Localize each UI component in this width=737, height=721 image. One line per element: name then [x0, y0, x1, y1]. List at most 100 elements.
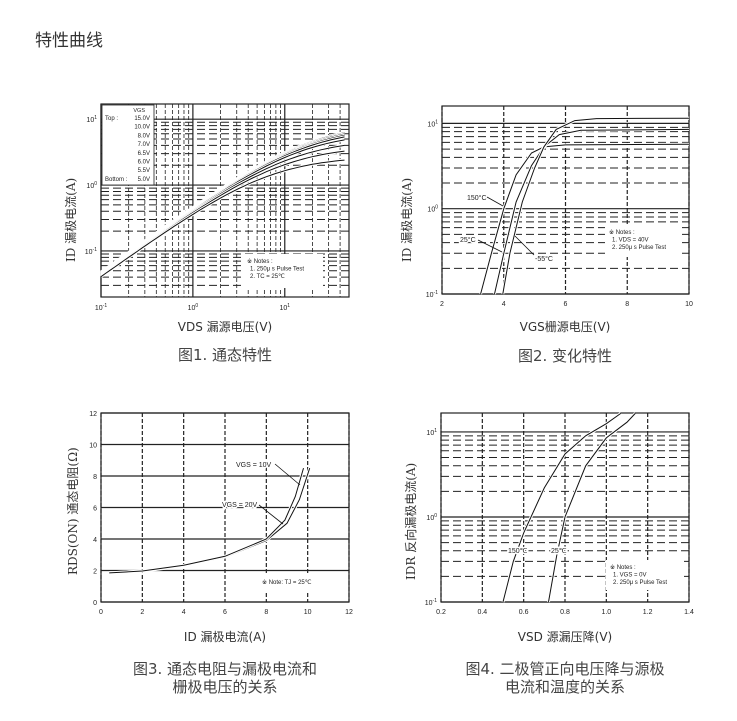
legend-entry: 5.5V: [138, 168, 150, 174]
chart3: [100, 412, 350, 603]
plot-frame: [440, 412, 690, 603]
y-tick-label: 0: [93, 600, 97, 607]
legend-entry: 6.0V: [138, 160, 150, 166]
chart3-xlabel: ID 漏极电流(A): [183, 630, 267, 644]
series-label-vgs20: VGS = 20V: [222, 502, 258, 509]
note-line: ※ Notes :: [247, 258, 273, 265]
note-line: 2. 250μ s Pulse Test: [612, 245, 666, 251]
notes-box: [243, 254, 323, 288]
legend-entry: 7.0V: [138, 142, 150, 148]
note-line: 1. VDS = 40V: [612, 238, 649, 244]
y-tick-label: 12: [89, 411, 97, 418]
x-tick-label: 100: [188, 303, 199, 312]
series-halo: [493, 127, 690, 295]
y-tick-label: 101: [426, 428, 437, 437]
x-tick-label: 10: [685, 301, 693, 308]
note-line: ※ Notes :: [610, 564, 636, 571]
series-label-150c: 150℃: [508, 548, 528, 555]
y-tick-label: 100: [426, 513, 437, 522]
plot-frame: [100, 412, 350, 603]
y-tick-label: 100: [86, 181, 97, 190]
legend-box: [101, 104, 155, 186]
series-line-5.0V: [100, 159, 345, 278]
chart2-ylabel: ID 漏极电流(A): [400, 177, 414, 262]
plot-frame: [441, 105, 690, 295]
series-line-150°C: [480, 143, 690, 295]
x-tick-label: 4: [502, 301, 506, 308]
x-tick-label: 0: [99, 609, 103, 616]
series-label-vgs10: VGS = 10V: [236, 462, 272, 469]
legend-entry: 5.0V: [138, 177, 150, 183]
chart2-xlabel: VGS栅源电压(V): [519, 320, 611, 334]
chart4-caption-line2: 电流和温度的关系: [504, 678, 626, 696]
annotation-arrow: [486, 196, 504, 207]
series-label-25c: 25°C: [460, 236, 476, 244]
y-tick-label: 101: [427, 119, 438, 128]
legend-entry: 15.0V: [134, 116, 150, 122]
series-line--55°C: [502, 117, 690, 295]
series-group: [109, 467, 312, 575]
annotation-arrow: [274, 463, 301, 486]
y-tick-label: 10-1: [425, 598, 437, 607]
plot-frame: [100, 103, 350, 298]
x-tick-label: 12: [345, 609, 353, 616]
chart2-caption: 图2. 变化特性: [517, 347, 613, 365]
x-tick-label: 1.4: [684, 609, 694, 616]
series-group: [479, 116, 690, 295]
y-tick-label: 8: [93, 474, 97, 481]
annotation-arrow: [258, 504, 284, 525]
notes-box: [606, 560, 684, 590]
notes-box: [605, 225, 680, 257]
y-tick-label: 10-1: [426, 290, 438, 299]
chart4: [440, 412, 690, 603]
legend-entry: 6.5V: [138, 151, 150, 157]
note-line: 1. 250μ s Pulse Test: [250, 267, 304, 273]
chart3-caption-line2: 栅极电压的关系: [172, 678, 278, 696]
chart1-ylabel: ID 漏极电流(A): [64, 177, 78, 262]
x-tick-label: 0.4: [477, 609, 487, 616]
series-label-150c: 150°C: [467, 194, 487, 202]
legend-entry: 10.0V: [134, 125, 150, 131]
x-tick-label: 101: [279, 303, 290, 312]
series-line-150℃: [502, 412, 622, 603]
chart4-caption-line1: 图4. 二极管正向电压降与源极: [465, 660, 665, 678]
annotation-arrow: [477, 239, 503, 253]
series-line-25℃: [548, 413, 636, 603]
chart3-ylabel: RDS(ON) 通态电阻(Ω): [66, 447, 80, 575]
legend-entry: 8.0V: [138, 133, 150, 139]
x-tick-label: 1.0: [601, 609, 611, 616]
chart2: [441, 105, 690, 295]
y-tick-label: 2: [93, 569, 97, 576]
x-tick-label: 8: [264, 609, 268, 616]
legend-bottom-label: Bottom :: [105, 177, 128, 183]
series-label-25c: 25℃: [551, 548, 567, 555]
chart4-xlabel: VSD 源漏压降(V): [517, 630, 613, 644]
annotation-arrow: [514, 235, 535, 256]
series-line-25°C: [494, 128, 690, 295]
note-line: 2. TC = 25℃: [250, 274, 285, 280]
series-halo: [109, 467, 312, 575]
y-tick-label: 6: [93, 506, 97, 513]
note-line: 1. VGS = 0V: [613, 573, 647, 579]
series-line-VGS = 10V: [109, 467, 311, 574]
x-tick-label: 10: [304, 609, 312, 616]
chart1-caption: 图1. 通态特性: [177, 346, 273, 364]
note-line: 2. 250μ s Pulse Test: [613, 580, 667, 586]
x-tick-label: 0.2: [436, 609, 446, 616]
note-line: ※ Notes :: [609, 229, 635, 236]
series-group: [501, 412, 637, 603]
y-tick-label: 10: [89, 443, 97, 450]
x-tick-label: 0.6: [519, 609, 529, 616]
y-tick-label: 10-1: [85, 247, 97, 256]
x-tick-label: 6: [564, 301, 568, 308]
x-tick-label: 8: [625, 301, 629, 308]
series-group: [100, 131, 345, 278]
x-tick-label: 6: [223, 609, 227, 616]
x-tick-label: 2: [440, 301, 444, 308]
legend-top-label: Top :: [105, 116, 118, 122]
legend-header: VGS: [133, 108, 145, 114]
chart4-ylabel: IDR 反向漏极电流(A): [404, 462, 418, 580]
chart1-xlabel: VDS 漏源电压(V): [177, 320, 273, 334]
